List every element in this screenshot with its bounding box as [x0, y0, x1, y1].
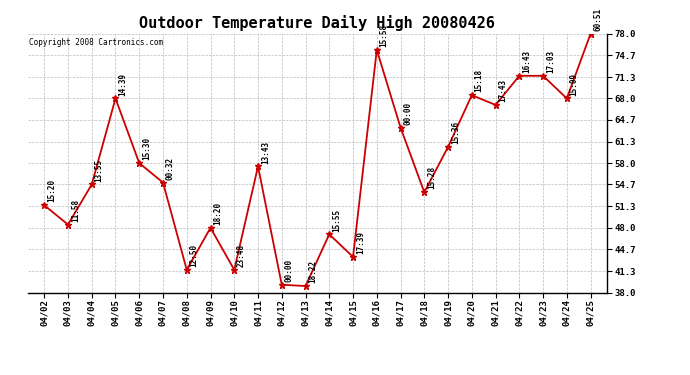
Text: 12:50: 12:50 [190, 244, 199, 267]
Text: 00:00: 00:00 [404, 102, 413, 125]
Text: 13:55: 13:55 [95, 159, 103, 182]
Text: 00:32: 00:32 [166, 157, 175, 180]
Text: 23:48: 23:48 [237, 244, 246, 267]
Text: 15:36: 15:36 [451, 121, 460, 144]
Text: 15:28: 15:28 [427, 166, 436, 189]
Text: 17:39: 17:39 [356, 231, 365, 254]
Text: 17:03: 17:03 [546, 50, 555, 73]
Text: 15:58: 15:58 [380, 24, 388, 47]
Text: 15:30: 15:30 [142, 137, 151, 160]
Text: 11:58: 11:58 [71, 199, 80, 222]
Text: 00:00: 00:00 [284, 259, 293, 282]
Text: 16:43: 16:43 [522, 50, 531, 73]
Text: 15:09: 15:09 [570, 72, 579, 96]
Text: 13:43: 13:43 [261, 141, 270, 164]
Text: 18:22: 18:22 [308, 260, 317, 283]
Text: 15:18: 15:18 [475, 69, 484, 92]
Text: 60:51: 60:51 [593, 8, 602, 31]
Text: 18:20: 18:20 [213, 202, 222, 225]
Text: 14:39: 14:39 [118, 72, 127, 96]
Text: 17:43: 17:43 [498, 79, 507, 102]
Text: 15:55: 15:55 [332, 209, 341, 231]
Title: Outdoor Temperature Daily High 20080426: Outdoor Temperature Daily High 20080426 [139, 15, 495, 31]
Text: Copyright 2008 Cartronics.com: Copyright 2008 Cartronics.com [29, 38, 163, 46]
Text: 15:20: 15:20 [47, 179, 56, 203]
